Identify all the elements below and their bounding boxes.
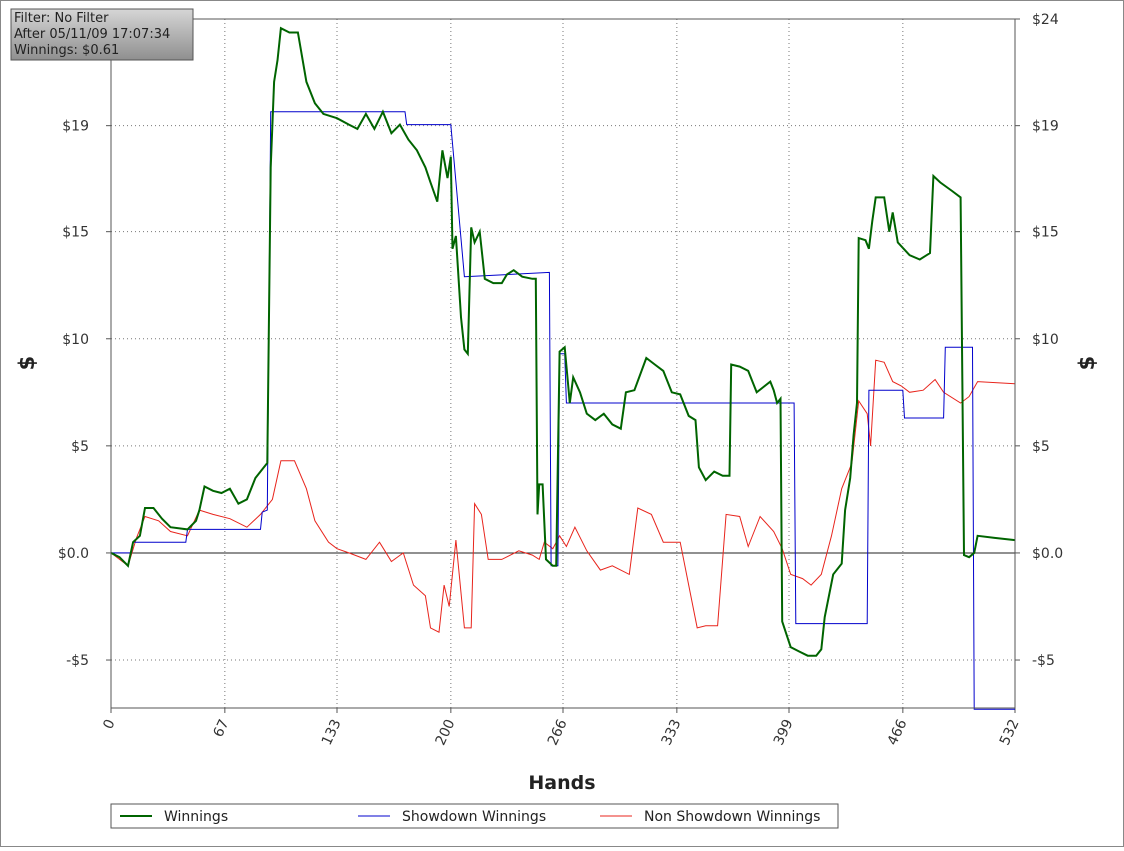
info-line: Filter: No Filter [14, 11, 109, 26]
y2-tick-label: $0.0 [1032, 546, 1063, 562]
x-tick-label: 67 [210, 717, 232, 740]
x-axis-label: Hands [528, 772, 595, 794]
info-line: Winnings: $0.61 [14, 43, 119, 58]
legend [110, 803, 839, 829]
y-tick-label: -$5 [66, 653, 89, 669]
y2-tick-label: $10 [1032, 332, 1059, 348]
y-tick-label: $15 [62, 225, 89, 241]
y2-tick-label: $24 [1032, 12, 1059, 28]
y-tick-label: $5 [71, 439, 89, 455]
y-tick-label: $10 [62, 332, 89, 348]
info-box: Filter: No Filter After 05/11/09 17:07:3… [10, 8, 194, 61]
y-tick-label: $0.0 [58, 546, 89, 562]
y2-tick-label: -$5 [1032, 653, 1055, 669]
legend-label: Showdown Winnings [402, 809, 546, 825]
legend-label: Winnings [164, 809, 228, 825]
y-tick-label: $19 [62, 119, 89, 135]
y2-tick-label: $19 [1032, 119, 1059, 135]
plot-lines [110, 26, 1016, 710]
series-line [110, 26, 1016, 657]
info-background [10, 8, 194, 61]
y2-tick-label: $5 [1032, 439, 1050, 455]
y2-axis-label: $ [1075, 356, 1099, 371]
y2-tick-label: $15 [1032, 225, 1059, 241]
legend-label: Non Showdown Winnings [644, 809, 820, 825]
plot-border [110, 18, 1016, 709]
y-axis-label: $ [15, 356, 39, 371]
info-line: After 05/11/09 17:07:34 [14, 27, 170, 42]
grid: 0 67 133 200 266 333 399 466 532-$5$0.0$5$10$15$… [58, 12, 1063, 748]
legend-entries: Winnings Showdown Winnings Non Showdown Wi… [120, 809, 820, 825]
series-line [110, 359, 1016, 633]
